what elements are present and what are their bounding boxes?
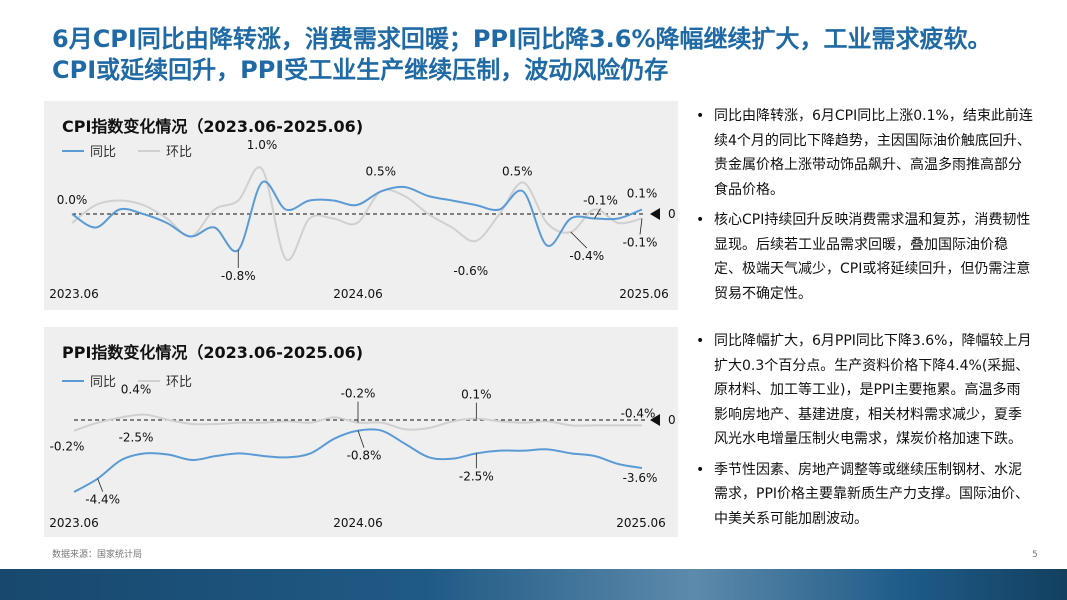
data-label: 0.1% bbox=[627, 187, 658, 201]
bullet-item: • 同比由降转涨，6月CPI同比上涨0.1%，结束此前连续4个月的同比下降趋势，主… bbox=[694, 104, 1034, 202]
data-source: 数据来源：国家统计局 bbox=[52, 550, 143, 560]
data-label: -0.4% bbox=[621, 406, 656, 420]
legend-mom-swatch bbox=[138, 149, 161, 152]
page-title: 6月CPI同比由降转涨，消费需求回暖；PPI同比降3.6%降幅继续扩大，工业需求… bbox=[52, 25, 992, 84]
legend-mom-label: 环比 bbox=[166, 375, 193, 390]
bullet-dot-icon: • bbox=[696, 461, 705, 478]
zero-marker-icon bbox=[650, 208, 660, 220]
data-label: -0.2% bbox=[341, 387, 376, 401]
data-label: 0.1% bbox=[461, 388, 492, 402]
data-label: 0.5% bbox=[366, 165, 397, 179]
zero-marker-icon bbox=[650, 414, 660, 426]
bullet-text: 同比由降转涨，6月CPI同比上涨0.1%，结束此前连续4个月的同比下降趋势，主因… bbox=[714, 108, 1033, 198]
cpi-line-chart: 0 2023.06 2024.06 2025.06 0.0% 1.0% -0.8% 0.5% -… bbox=[49, 138, 676, 301]
legend-mom-swatch bbox=[138, 379, 161, 382]
legend-mom-label: 环比 bbox=[166, 145, 193, 160]
data-label-leader bbox=[639, 218, 643, 235]
bullet-item: • 同比降幅扩大，6月PPI同比下降3.6%，降幅较上月扩大0.3个百分点。生产资… bbox=[694, 329, 1034, 452]
data-label: 0.4% bbox=[121, 383, 152, 397]
data-label: -0.8% bbox=[221, 269, 256, 283]
ppi-commentary: • 同比降幅扩大，6月PPI同比下降3.6%，降幅较上月扩大0.3个百分点。生产资… bbox=[694, 329, 1034, 537]
bullet-text: 核心CPI持续回升反映消费需求温和复苏，消费韧性显现。后续若工业品需求回暖，叠加… bbox=[714, 212, 1031, 302]
data-label-leader bbox=[570, 231, 588, 249]
x-tick-label: 2024.06 bbox=[333, 516, 383, 530]
data-label: -0.2% bbox=[50, 440, 85, 454]
footer-banner bbox=[0, 569, 1067, 600]
data-label: -0.1% bbox=[583, 194, 618, 208]
data-label: -3.6% bbox=[623, 471, 658, 485]
x-tick-label: 2024.06 bbox=[333, 287, 383, 301]
x-tick-label: 2025.06 bbox=[619, 287, 669, 301]
cpi-commentary: • 同比由降转涨，6月CPI同比上涨0.1%，结束此前连续4个月的同比下降趋势，主… bbox=[694, 104, 1034, 312]
bullet-text: 季节性因素、房地产调整等或继续压制钢材、水泥需求，PPI价格主要靠新质生产力支撑… bbox=[714, 461, 1030, 527]
ppi-chart-panel: PPI指数变化情况（2023.06-2025.06) 同比 环比 0 2023.0… bbox=[44, 327, 678, 537]
ppi-line-chart: 0 2023.06 2024.06 2025.06 -0.2% 0.4% -2.5% -4.4… bbox=[49, 383, 676, 530]
page-number: 5 bbox=[1032, 550, 1038, 560]
legend-yoy-swatch bbox=[62, 149, 84, 152]
bullet-item: • 核心CPI持续回升反映消费需求温和复苏，消费韧性显现。后续若工业品需求回暖，叠… bbox=[694, 208, 1034, 306]
data-label: -0.6% bbox=[453, 264, 488, 278]
bullet-item: • 季节性因素、房地产调整等或继续压制钢材、水泥需求，PPI价格主要靠新质生产力支… bbox=[694, 458, 1034, 532]
data-label-leader bbox=[97, 478, 104, 492]
cpi-chart-panel: CPI指数变化情况（2023.06-2025.06) 同比 环比 0 2023.0… bbox=[44, 101, 678, 310]
data-label: -0.4% bbox=[569, 249, 604, 263]
data-label: -2.5% bbox=[119, 430, 154, 444]
ppi-chart-title: PPI指数变化情况（2023.06-2025.06) bbox=[62, 343, 364, 362]
mom-series-line bbox=[73, 413, 642, 432]
zero-label: 0 bbox=[668, 207, 676, 221]
ppi-legend: 同比 环比 bbox=[62, 371, 192, 390]
cpi-legend: 同比 环比 bbox=[62, 141, 192, 160]
x-tick-label: 2023.06 bbox=[49, 516, 99, 530]
x-tick-label: 2025.06 bbox=[616, 516, 666, 530]
data-label-leader bbox=[594, 208, 601, 219]
data-label: -4.4% bbox=[85, 493, 120, 507]
legend-yoy-swatch bbox=[62, 379, 84, 382]
legend-yoy-label: 同比 bbox=[90, 145, 117, 160]
data-label: 1.0% bbox=[247, 138, 278, 152]
mom-series-line bbox=[71, 166, 643, 262]
data-label: -2.5% bbox=[459, 469, 494, 483]
zero-label: 0 bbox=[668, 413, 676, 427]
bullet-dot-icon: • bbox=[696, 108, 705, 124]
x-tick-label: 2023.06 bbox=[49, 287, 99, 301]
data-label: 0.0% bbox=[57, 193, 88, 207]
data-label: -0.8% bbox=[347, 449, 382, 463]
legend-yoy-label: 同比 bbox=[90, 375, 117, 390]
bullet-dot-icon: • bbox=[696, 212, 705, 228]
data-label-leader bbox=[357, 430, 365, 448]
bullet-text: 同比降幅扩大，6月PPI同比下降3.6%，降幅较上月扩大0.3个百分点。生产资料… bbox=[714, 333, 1032, 447]
bullet-dot-icon: • bbox=[696, 333, 705, 349]
cpi-chart-title: CPI指数变化情况（2023.06-2025.06) bbox=[62, 117, 364, 136]
data-label: -0.1% bbox=[623, 236, 658, 250]
yoy-series-line bbox=[71, 180, 643, 253]
data-label: 0.5% bbox=[502, 165, 533, 179]
